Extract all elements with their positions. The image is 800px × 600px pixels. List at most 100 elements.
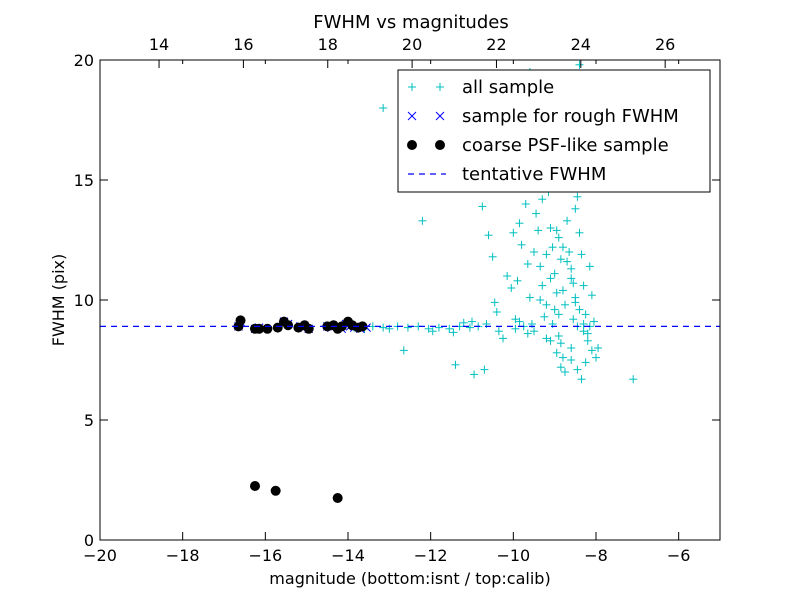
all-sample-point — [548, 243, 557, 252]
all-sample-point — [451, 360, 460, 369]
all-sample-point — [573, 365, 582, 374]
all-sample-point — [579, 327, 588, 336]
all-sample-point — [468, 317, 476, 326]
all-sample-point — [465, 323, 474, 332]
top-x-tick-label: 24 — [571, 35, 591, 54]
legend-box — [397, 69, 711, 193]
psf-like-sample-point — [272, 322, 283, 333]
all-sample-point — [536, 296, 545, 304]
all-sample-point — [403, 323, 412, 332]
all-sample-point — [567, 356, 576, 364]
all-sample-point — [511, 324, 520, 333]
y-tick-label: 15 — [74, 171, 94, 190]
all-sample-point — [563, 216, 572, 225]
all-sample-point — [515, 317, 524, 326]
x-tick-label: −6 — [667, 546, 691, 565]
top-x-tick-label: 16 — [233, 35, 253, 54]
x-tick-label: −16 — [248, 546, 282, 565]
legend-marker-sample-for-rough-fwhm-b — [435, 111, 445, 121]
psf-like-sample-point — [270, 485, 281, 496]
all-sample-point — [449, 328, 458, 337]
all-sample-point — [583, 329, 592, 338]
all-sample-point — [558, 353, 567, 362]
psf-like-sample-point — [235, 315, 246, 326]
all-sample-point — [567, 344, 576, 352]
psf-like-sample-point — [262, 323, 273, 334]
all-sample-point — [552, 288, 561, 297]
legend-label-sample-for-rough-fwhm: sample for rough FWHM — [462, 106, 679, 127]
all-sample-point — [554, 332, 563, 340]
x-tick-label: −14 — [331, 546, 365, 565]
all-sample-point — [571, 204, 580, 213]
legend: all sample sample for rough FWHM coarse PS… — [397, 69, 711, 193]
top-x-tick-label: 26 — [655, 35, 675, 54]
psf-like-sample-point — [250, 481, 260, 491]
all-sample-point — [523, 260, 532, 268]
all-sample-point — [565, 248, 574, 256]
all-sample-point — [581, 358, 590, 367]
legend-marker-all-sample — [436, 83, 444, 91]
top-x-tick-label: 18 — [318, 35, 338, 54]
x-tick-label: −8 — [584, 546, 608, 565]
all-sample-point — [556, 339, 565, 348]
all-sample-point — [579, 281, 588, 290]
all-sample-point — [490, 298, 499, 307]
all-sample-point — [542, 250, 551, 259]
all-sample-point — [521, 200, 530, 208]
y-tick-label: 0 — [84, 531, 94, 550]
all-sample-point — [556, 363, 565, 372]
all-sample-point — [509, 228, 518, 237]
all-sample-point — [492, 308, 501, 316]
x-tick-label: −10 — [496, 546, 530, 565]
all-sample-point — [575, 228, 584, 237]
all-sample-point — [530, 327, 538, 336]
all-sample-point — [579, 320, 588, 328]
all-sample-point — [525, 293, 534, 302]
all-sample-point — [546, 336, 555, 345]
all-sample-point — [532, 209, 541, 218]
y-axis-label: FWHM (pix) — [49, 254, 68, 347]
legend-marker-sample-for-rough-fwhm — [407, 111, 417, 121]
all-sample-point — [569, 315, 578, 324]
all-sample-point — [594, 344, 603, 352]
all-sample-point — [470, 370, 479, 379]
all-sample-point — [563, 257, 572, 266]
all-sample-point — [418, 216, 427, 225]
all-sample-point — [542, 334, 551, 343]
y-tick-label: 20 — [74, 51, 94, 70]
legend-marker-sample-for-rough-fwhm-b — [407, 111, 417, 121]
all-sample-point — [494, 327, 503, 336]
all-sample-point — [567, 274, 576, 283]
all-sample-point — [517, 240, 526, 249]
all-sample-point — [542, 300, 551, 309]
x-tick-label: −20 — [83, 546, 117, 565]
x-tick-label: −12 — [414, 546, 448, 565]
all-sample-point — [424, 324, 433, 333]
psf-like-sample-point — [283, 320, 294, 331]
top-x-tick-label: 20 — [402, 35, 422, 54]
psf-like-sample-point — [332, 493, 343, 503]
legend-marker-coarse-psf-like-sample — [435, 140, 445, 150]
x-axis-label: magnitude (bottom:isnt / top:calib) — [269, 569, 550, 588]
all-sample-point — [592, 353, 600, 362]
all-sample-point — [550, 305, 559, 314]
all-sample-point — [538, 195, 547, 204]
y-tick-label: 5 — [84, 411, 94, 430]
all-sample-point — [513, 276, 522, 285]
all-sample-point — [478, 202, 487, 211]
all-sample-point — [546, 274, 555, 283]
all-sample-point — [585, 262, 594, 271]
all-sample-point — [558, 286, 567, 295]
legend-label-all-sample: all sample — [462, 77, 554, 98]
all-sample-point — [484, 231, 493, 240]
all-sample-point — [561, 368, 569, 376]
legend-marker-coarse-psf-like-sample — [407, 140, 417, 150]
all-sample-point — [488, 252, 497, 261]
chart-title: FWHM vs magnitudes — [313, 12, 508, 33]
x-tick-label: −18 — [166, 546, 200, 565]
all-sample-point — [554, 310, 563, 319]
all-sample-point — [589, 317, 598, 326]
legend-label-tentative-fwhm: tentative FWHM — [462, 164, 606, 185]
all-sample-point — [399, 346, 408, 355]
